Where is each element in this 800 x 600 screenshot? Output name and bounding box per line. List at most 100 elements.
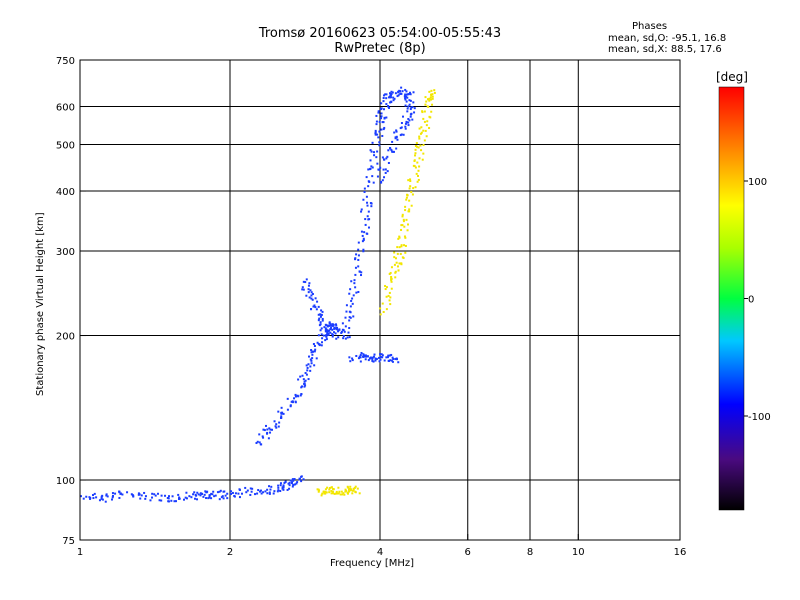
data-point: [238, 496, 241, 499]
data-point: [404, 88, 407, 91]
data-point: [311, 293, 314, 296]
data-point: [118, 496, 121, 499]
data-point: [140, 494, 143, 497]
data-point: [400, 126, 403, 129]
data-point: [294, 483, 297, 486]
data-point: [391, 91, 394, 94]
data-point: [363, 190, 366, 193]
data-point: [151, 492, 154, 495]
data-point: [349, 489, 352, 492]
data-point: [365, 232, 368, 235]
data-point: [347, 331, 350, 334]
data-point: [411, 193, 414, 196]
data-point: [330, 490, 333, 493]
data-point: [354, 266, 357, 269]
data-point: [329, 331, 332, 334]
data-point: [402, 133, 405, 136]
data-point: [381, 134, 384, 137]
colorbar-tick-label: 0: [748, 295, 754, 306]
data-point: [280, 416, 283, 419]
data-point: [325, 333, 328, 336]
data-point: [310, 308, 313, 311]
data-point: [422, 129, 425, 132]
data-point: [397, 90, 400, 93]
data-point: [160, 499, 163, 502]
data-point: [393, 256, 396, 259]
data-point: [409, 113, 412, 116]
data-point: [390, 101, 393, 104]
data-point: [311, 357, 314, 360]
data-point: [348, 292, 351, 295]
data-point: [280, 406, 283, 409]
data-point: [121, 493, 124, 496]
data-point: [375, 123, 378, 126]
data-point: [426, 105, 429, 108]
data-point: [175, 500, 178, 503]
data-point: [266, 488, 269, 491]
data-point: [377, 110, 380, 113]
data-point: [305, 373, 308, 376]
data-point: [382, 100, 385, 103]
data-point: [359, 360, 362, 363]
data-point: [279, 482, 282, 485]
data-point: [295, 482, 298, 485]
data-point: [389, 359, 392, 362]
data-point: [419, 132, 422, 135]
data-point: [377, 136, 380, 139]
data-point: [373, 154, 376, 157]
data-point: [192, 493, 195, 496]
data-point: [320, 333, 323, 336]
data-point: [208, 495, 211, 498]
data-point: [332, 323, 335, 326]
data-point: [379, 307, 382, 310]
data-point: [385, 116, 388, 119]
data-point: [374, 133, 377, 136]
data-point: [420, 131, 423, 134]
data-point: [409, 185, 412, 188]
data-point: [257, 489, 260, 492]
data-point: [428, 115, 431, 118]
data-point: [258, 441, 261, 444]
data-point: [356, 487, 359, 490]
data-point: [349, 360, 352, 363]
data-point: [264, 490, 267, 493]
data-point: [378, 130, 381, 133]
data-point: [210, 492, 213, 495]
x-tick-label: 6: [465, 547, 471, 558]
data-point: [286, 488, 289, 491]
data-point: [431, 97, 434, 100]
data-point: [324, 490, 327, 493]
data-point: [414, 166, 417, 169]
data-point: [380, 180, 382, 183]
data-point: [415, 145, 418, 148]
data-point: [418, 135, 421, 138]
data-point: [335, 337, 338, 340]
data-point: [282, 486, 285, 489]
data-point: [349, 485, 352, 488]
data-point: [408, 199, 411, 202]
data-point: [300, 475, 303, 478]
data-point: [389, 303, 392, 306]
data-point: [359, 354, 362, 357]
data-point: [380, 117, 382, 120]
data-point: [342, 335, 345, 338]
data-point: [338, 490, 341, 493]
data-point: [263, 429, 266, 432]
data-point: [410, 204, 413, 207]
data-point: [390, 279, 393, 282]
data-point: [381, 179, 384, 182]
data-point: [357, 290, 360, 293]
data-point: [390, 149, 393, 152]
data-point: [336, 492, 339, 495]
data-point: [351, 359, 354, 362]
data-point: [384, 168, 387, 171]
data-point: [426, 98, 429, 101]
data-point: [406, 193, 409, 196]
data-point: [369, 356, 372, 359]
data-point: [342, 337, 345, 340]
data-point: [266, 492, 269, 495]
data-point: [245, 491, 248, 494]
data-point: [368, 180, 371, 183]
data-point: [304, 384, 307, 387]
data-point: [385, 356, 388, 359]
